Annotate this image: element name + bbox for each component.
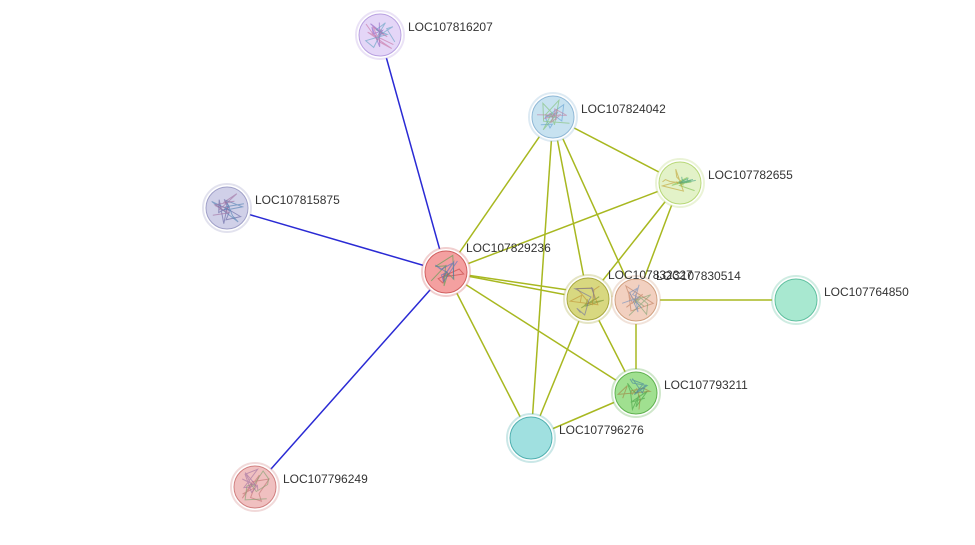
node-LOC107832327[interactable] — [564, 275, 612, 323]
edges-layer — [227, 35, 796, 487]
edge-LOC107824042-LOC107832327[interactable] — [553, 117, 588, 299]
node-label-LOC107796249: LOC107796249 — [283, 472, 368, 486]
interaction-network: LOC107816207 LOC107824042 LOC107782655 LOC1… — [0, 0, 975, 545]
edge-LOC107829236-LOC107816207[interactable] — [380, 35, 446, 272]
node-label-LOC107793211: LOC107793211 — [664, 378, 748, 392]
node-LOC107796249[interactable] — [231, 463, 279, 511]
node-LOC107782655[interactable] — [656, 159, 704, 207]
node-LOC107764850[interactable] — [772, 276, 820, 324]
node-LOC107815875[interactable] — [203, 184, 251, 232]
node-LOC107796276[interactable] — [507, 414, 555, 462]
node-LOC107816207[interactable] — [356, 11, 404, 59]
node-LOC107829236[interactable] — [422, 248, 470, 296]
node-LOC107824042[interactable] — [529, 93, 577, 141]
node-label-LOC107824042: LOC107824042 — [581, 102, 666, 116]
node-label-LOC107829236: LOC107829236 — [466, 241, 551, 255]
node-label-LOC107782655: LOC107782655 — [708, 168, 793, 182]
nodes-layer — [203, 11, 820, 511]
node-label-LOC107830514: LOC107830514 — [656, 269, 741, 283]
node-label-LOC107816207: LOC107816207 — [408, 20, 493, 34]
node-label-LOC107815875: LOC107815875 — [255, 193, 340, 207]
node-label-LOC107764850: LOC107764850 — [824, 285, 909, 299]
node-LOC107793211[interactable] — [612, 369, 660, 417]
node-LOC107830514[interactable] — [612, 276, 660, 324]
edge-LOC107824042-LOC107796276[interactable] — [531, 117, 553, 438]
edge-LOC107829236-LOC107815875[interactable] — [227, 208, 446, 272]
edge-LOC107829236-LOC107796276[interactable] — [446, 272, 531, 438]
edge-LOC107829236-LOC107796249[interactable] — [255, 272, 446, 487]
node-label-LOC107796276: LOC107796276 — [559, 423, 644, 437]
